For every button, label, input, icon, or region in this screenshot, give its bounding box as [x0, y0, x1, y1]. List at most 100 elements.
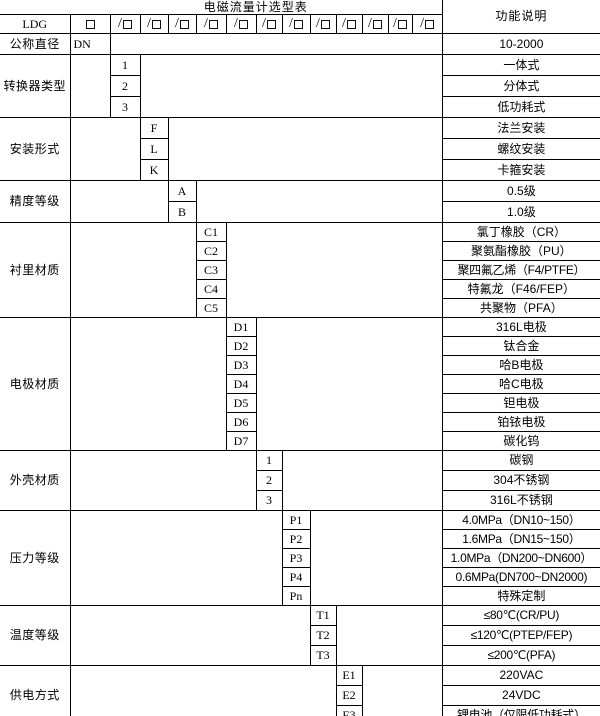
table-row: 转换器类型 1 一体式 — [0, 54, 600, 118]
description-cell: 24VDC — [441, 685, 600, 706]
table-row: 2 分体式 — [0, 75, 600, 97]
spacer-cell — [309, 510, 443, 606]
checkbox-icon — [208, 19, 218, 29]
checkbox-icon — [425, 19, 434, 29]
code-cell: C4 — [195, 279, 227, 299]
table-row: P4 0.6MPa(DN700~DN2000) — [0, 567, 600, 587]
category-label: 公称直径 — [0, 33, 71, 55]
checkbox-icon — [397, 19, 407, 29]
description-cell: ≤120℃(PTEP/FEP) — [441, 625, 600, 646]
table-row: 温度等级 T1 ≤80℃(CR/PU) — [0, 605, 600, 666]
code-cell: Pn — [281, 586, 311, 606]
description-cell: 卡箍安装 — [441, 159, 600, 181]
code-cell: E2 — [335, 685, 363, 706]
code-box-2: / — [139, 14, 169, 34]
table-row: D2 钛合金 — [0, 336, 600, 356]
spacer-cell — [255, 317, 443, 451]
table-row: 外壳材质 1 碳钢 — [0, 450, 600, 511]
code-cell: E1 — [335, 665, 363, 686]
spacer-cell — [69, 317, 227, 451]
description-cell: 10-2000 — [441, 33, 600, 55]
table-row: C5 共聚物（PFA） — [0, 298, 600, 318]
category-label: 衬里材质 — [0, 222, 71, 318]
description-cell: 1.6MPa（DN15~150） — [441, 529, 600, 549]
description-cell: 聚四氟乙烯（F4/PTFE） — [441, 260, 600, 280]
description-cell: 碳化钨 — [441, 431, 600, 451]
code-cell: D4 — [225, 374, 257, 394]
category-label: 精度等级 — [0, 180, 71, 223]
table-row: 电极材质 D1 316L电极 — [0, 317, 600, 451]
spacer-cell — [69, 222, 197, 318]
description-cell: 法兰安装 — [441, 117, 600, 139]
description-cell: 碳钢 — [441, 450, 600, 471]
table-row: D5 钽电极 — [0, 393, 600, 413]
code-cell: P1 — [281, 510, 311, 530]
checkbox-icon — [238, 19, 248, 29]
code-cell: E3 — [335, 705, 363, 716]
description-cell: 锂电池（仅限低功耗式） — [441, 705, 600, 716]
code-box-11: / — [387, 14, 413, 34]
description-cell: 螺纹安装 — [441, 138, 600, 160]
title-left-spacer — [0, 0, 70, 15]
spacer-cell — [69, 180, 169, 223]
description-cell: 哈C电极 — [441, 374, 600, 394]
description-cell: ≤200℃(PFA) — [441, 645, 600, 666]
table-row: E3 锂电池（仅限低功耗式） — [0, 705, 600, 716]
spacer-cell — [335, 605, 443, 666]
description-cell: 低功耗式 — [441, 96, 600, 118]
code-cell: C3 — [195, 260, 227, 280]
spacer-cell — [167, 117, 443, 181]
description-cell: 304不锈钢 — [441, 470, 600, 491]
description-cell: 特氟龙（F46/FEP） — [441, 279, 600, 299]
spacer-cell — [139, 54, 443, 118]
code-cell: DN — [69, 33, 111, 55]
table-row: C4 特氟龙（F46/FEP） — [0, 279, 600, 299]
code-cell: B — [167, 201, 197, 223]
description-cell: 分体式 — [441, 75, 600, 97]
code-cell: T3 — [309, 645, 337, 666]
table-row: 3 低功耗式 — [0, 96, 600, 118]
spacer-cell — [281, 450, 443, 511]
table-row: 安装形式 F 法兰安装 — [0, 117, 600, 181]
right-column-header: 功能说明 — [441, 0, 600, 34]
description-cell: 316L电极 — [441, 317, 600, 337]
code-cell: D1 — [225, 317, 257, 337]
description-cell: 特殊定制 — [441, 586, 600, 606]
spacer-cell — [69, 605, 311, 666]
description-cell: 一体式 — [441, 54, 600, 76]
title-row: 电磁流量计选型表 功能说明 — [0, 0, 600, 34]
table-row: 精度等级 A 0.5级 — [0, 180, 600, 223]
spacer-cell — [69, 117, 141, 181]
category-label: 电极材质 — [0, 317, 71, 451]
code-box-7: / — [281, 14, 311, 34]
code-box-6: / — [255, 14, 283, 34]
checkbox-icon — [86, 19, 95, 29]
code-cell: D2 — [225, 336, 257, 356]
description-cell: 1.0MPa（DN200~DN600） — [441, 548, 600, 568]
code-box-12: / — [411, 14, 443, 34]
spacer-cell — [69, 450, 257, 511]
code-cell: K — [139, 159, 169, 181]
code-cell: A — [167, 180, 197, 202]
category-label: 转换器类型 — [0, 54, 71, 118]
code-cell: F — [139, 117, 169, 139]
description-cell: 钛合金 — [441, 336, 600, 356]
checkbox-icon — [320, 19, 330, 29]
description-cell: 钽电极 — [441, 393, 600, 413]
code-cell: P4 — [281, 567, 311, 587]
spacer-cell — [69, 510, 283, 606]
table-row: 公称直径 DN 10-2000 — [0, 33, 600, 55]
checkbox-icon — [151, 19, 161, 29]
code-box-1: / — [109, 14, 141, 34]
code-cell: P3 — [281, 548, 311, 568]
description-cell: 哈B电极 — [441, 355, 600, 375]
checkbox-icon — [346, 19, 356, 29]
code-box-3: / — [167, 14, 197, 34]
description-cell: 0.5级 — [441, 180, 600, 202]
checkbox-icon — [293, 19, 303, 29]
code-box-0 — [69, 14, 111, 34]
model-prefix: LDG — [0, 14, 71, 34]
code-cell: 3 — [255, 490, 283, 511]
